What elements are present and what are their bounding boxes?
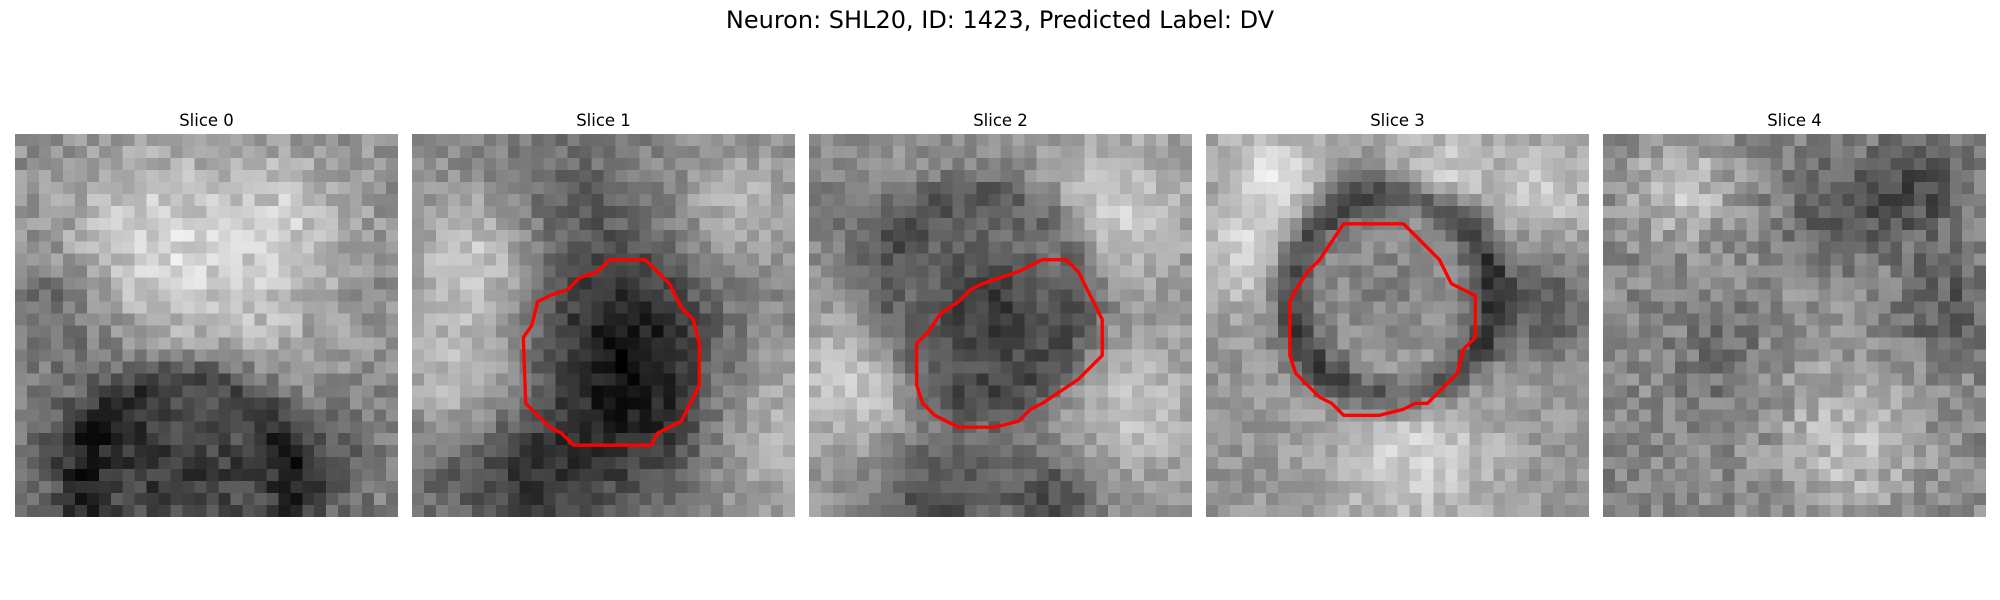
slice-image	[412, 134, 795, 517]
slice-panel-1: Slice 1	[412, 108, 795, 517]
slice-panel-4: Slice 4	[1603, 108, 1986, 517]
slice-title: Slice 2	[973, 111, 1028, 130]
neuron-contour	[521, 257, 701, 447]
slice-panel-2: Slice 2	[809, 108, 1192, 517]
slice-title: Slice 1	[576, 111, 631, 130]
slice-title: Slice 0	[179, 111, 234, 130]
slice-title: Slice 3	[1370, 111, 1425, 130]
slice-image	[809, 134, 1192, 517]
neuron-contour	[915, 257, 1104, 429]
slice-panel-3: Slice 3	[1206, 108, 1589, 517]
slice-image	[1603, 134, 1986, 517]
slice-image	[15, 134, 398, 517]
slice-image	[1206, 134, 1589, 517]
figure-title: Neuron: SHL20, ID: 1423, Predicted Label…	[725, 6, 1275, 34]
slice-title: Slice 4	[1767, 111, 1822, 130]
slice-panel-0: Slice 0	[15, 108, 398, 517]
neuron-contour	[1288, 222, 1477, 417]
